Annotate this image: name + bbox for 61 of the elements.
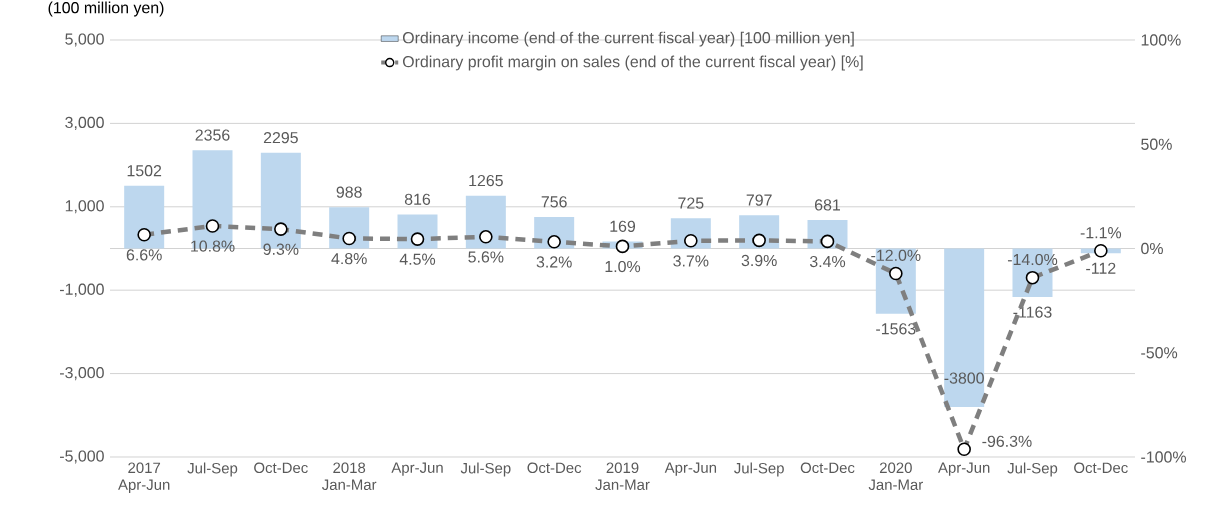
y-tick-label: -1,000 [60, 283, 104, 297]
x-tick-label: Apr-Jun [938, 462, 990, 476]
data-label: 2295 [263, 131, 298, 144]
x-tick-label: Oct-Dec [527, 462, 582, 474]
data-label: 1265 [469, 174, 503, 187]
x-tick-label: Oct-Dec [254, 462, 308, 474]
x-tick-label: Jul-Sep [460, 462, 511, 477]
data-label: -1.1% [1080, 227, 1122, 239]
y2-tick-label: 50% [1141, 138, 1172, 150]
data-label: 3.7% [673, 255, 709, 267]
x-tick-label: Jul-Sep [187, 462, 238, 477]
data-label: 9.3% [263, 243, 299, 255]
y-tick-label: 1,000 [65, 200, 104, 214]
x-tick-label: 2019 Jan-Mar [595, 462, 650, 491]
data-label: 4.8% [331, 252, 367, 265]
y2-tick-label: -50% [1141, 347, 1178, 359]
data-label: 10.8% [191, 240, 235, 252]
data-label: -12.0% [871, 249, 921, 261]
data-label: 681 [815, 199, 840, 211]
x-tick-label: 2017 Apr-Jun [118, 462, 170, 493]
data-label: -14.0% [1007, 253, 1058, 266]
data-label: 988 [336, 186, 362, 198]
data-label: 1.0% [605, 260, 641, 273]
data-label: -112 [1086, 262, 1116, 274]
y-tick-label: -3,000 [60, 367, 104, 381]
bar [124, 185, 165, 249]
data-label: 1502 [127, 165, 162, 177]
y2-tick-label: -100% [1141, 451, 1187, 463]
legend-label: Ordinary profit margin on sales (end of the current fiscal year) [%] [402, 55, 863, 71]
x-tick-label: Oct-Dec [1074, 462, 1128, 474]
y-tick-label: 5,000 [65, 33, 104, 47]
data-label: 816 [404, 193, 431, 205]
data-label: -3800 [944, 372, 984, 384]
data-label: -96.3% [982, 435, 1032, 447]
data-label: -1163 [1013, 306, 1052, 318]
x-tick-label: Oct-Dec [800, 462, 855, 474]
y-axis-title: (100 million yen) [48, 1, 164, 17]
data-label: -1563 [876, 323, 916, 335]
x-tick-label: Apr-Jun [664, 462, 717, 476]
y2-tick-label: 0% [1141, 242, 1163, 255]
x-tick-label: 2020 Jan-Mar [868, 462, 923, 491]
data-label: 3.2% [536, 256, 572, 268]
bar [944, 248, 985, 407]
data-label: 756 [541, 196, 567, 208]
data-label: 725 [678, 197, 704, 209]
y-tick-label: -5,000 [60, 450, 104, 464]
y-tick-label: 3,000 [65, 116, 104, 130]
data-label: 169 [610, 220, 636, 232]
data-label: 5.6% [468, 251, 504, 263]
y2-tick-label: 100% [1141, 34, 1181, 46]
data-label: 797 [746, 194, 772, 206]
data-label: 2356 [195, 129, 230, 141]
data-label: 6.6% [126, 249, 162, 261]
legend-label: Ordinary income (end of the current fiscal year) [100 million yen] [402, 31, 854, 47]
x-tick-label: Jul-Sep [734, 462, 784, 477]
x-tick-label: 2018 Jan-Mar [322, 462, 377, 491]
x-tick-label: Jul-Sep [1007, 462, 1058, 477]
data-label: 4.5% [399, 253, 436, 265]
data-label: 3.4% [809, 255, 846, 268]
x-tick-label: Apr-Jun [391, 462, 443, 476]
data-label: 3.9% [741, 254, 777, 267]
